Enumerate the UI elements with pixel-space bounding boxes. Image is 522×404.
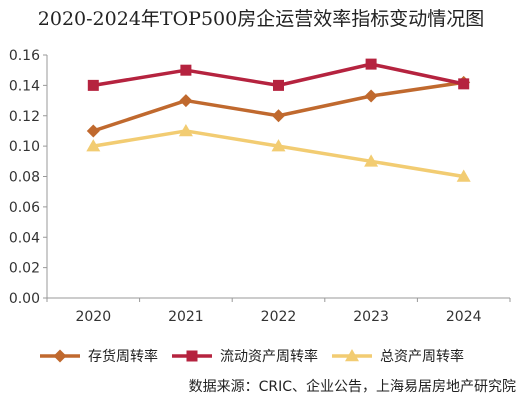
chart-title: 2020-2024年TOP500房企运营效率指标变动情况图: [37, 8, 485, 30]
legend-label: 总资产周转率: [380, 348, 464, 365]
data-point: [180, 64, 192, 76]
y-tick-label: 0.12: [9, 109, 40, 125]
y-tick-label: 0.08: [9, 170, 40, 186]
data-point: [458, 78, 470, 90]
y-tick-label: 0.16: [9, 48, 40, 64]
legend-marker: [345, 349, 359, 362]
legend-marker: [53, 349, 67, 363]
data-point: [271, 139, 286, 152]
legend-marker: [186, 350, 198, 362]
data-point: [272, 109, 285, 123]
y-tick-label: 0.00: [9, 291, 40, 307]
data-point: [273, 79, 284, 91]
x-tick-label: 2024: [446, 309, 482, 325]
x-tick-label: 2022: [261, 309, 297, 325]
y-tick-label: 0.14: [9, 78, 40, 94]
data-point: [87, 79, 99, 91]
x-tick-label: 2020: [75, 309, 111, 325]
x-tick-label: 2021: [168, 309, 204, 325]
series-line-3: [93, 129, 464, 179]
data-point: [364, 154, 379, 167]
x-tick-label: 2023: [353, 309, 389, 325]
data-point: [365, 58, 377, 70]
data-source-note: 数据来源：CRIC、企业公告，上海易居房地产研究院: [188, 379, 516, 395]
y-tick-label: 0.06: [9, 200, 40, 216]
data-point: [178, 123, 193, 137]
legend-label: 存货周转率: [88, 348, 158, 365]
y-tick-label: 0.10: [9, 139, 40, 155]
data-point: [86, 139, 101, 152]
data-point: [179, 94, 193, 108]
data-point: [86, 124, 100, 138]
data-point: [456, 169, 471, 182]
y-tick-label: 0.02: [9, 261, 40, 277]
data-point: [364, 89, 378, 103]
legend-label: 流动资产周转率: [220, 348, 318, 365]
y-tick-label: 0.04: [9, 230, 40, 246]
